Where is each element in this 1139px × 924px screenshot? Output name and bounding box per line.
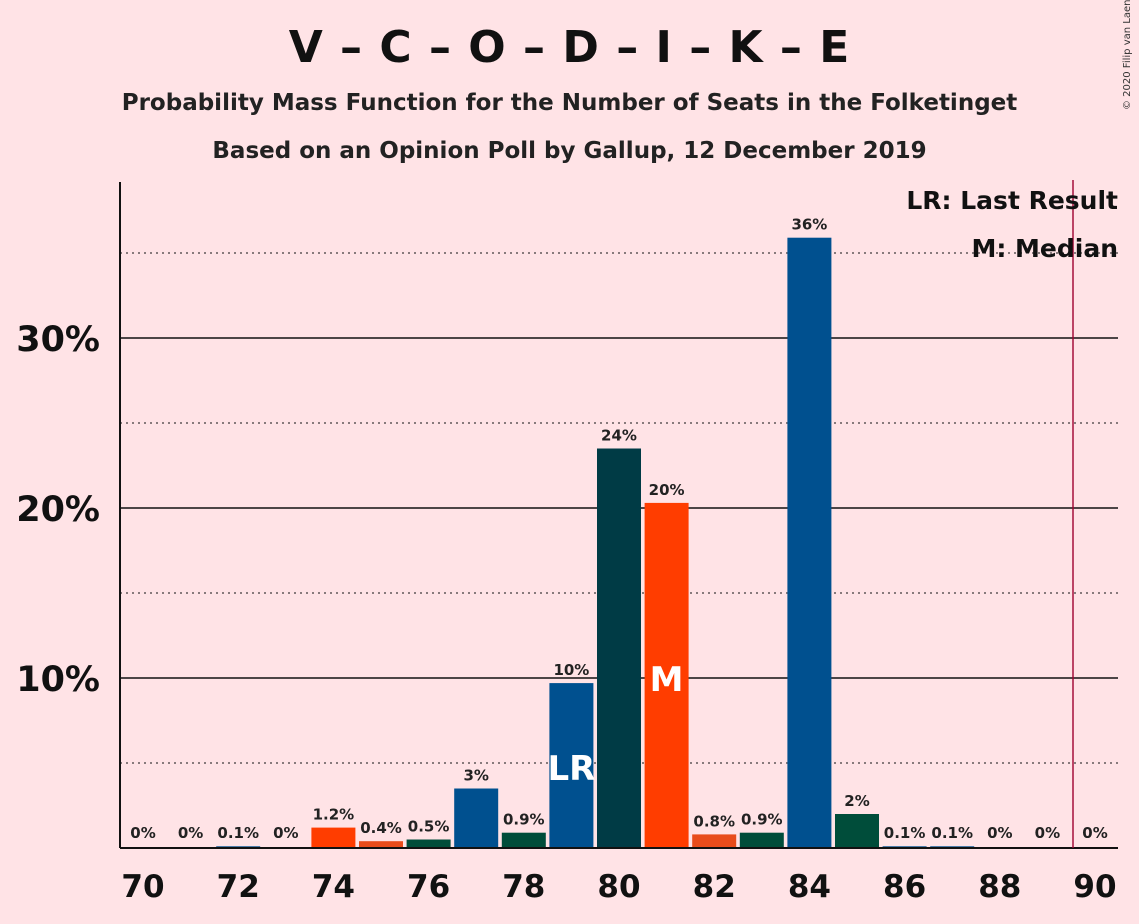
data-label: 1.2% (313, 806, 355, 824)
x-tick-label: 72 (217, 869, 260, 905)
y-tick-label: 20% (16, 490, 100, 530)
legend-last-result: LR: Last Result (906, 186, 1118, 215)
y-tick-label: 30% (16, 320, 100, 360)
x-tick-label: 78 (502, 869, 545, 905)
data-label: 0% (987, 824, 1012, 842)
data-label: 0.8% (693, 812, 735, 830)
bar-seat-81 (644, 502, 689, 848)
x-tick-label: 70 (121, 869, 164, 905)
data-label: 10% (553, 661, 589, 679)
bar-seat-85 (835, 814, 879, 848)
bar-seat-78 (501, 832, 546, 848)
bar-seat-74 (311, 827, 356, 848)
x-tick-label: 90 (1073, 869, 1116, 905)
bar-seat-77 (454, 788, 499, 848)
y-tick-label: 10% (16, 660, 100, 700)
data-label: 20% (649, 481, 685, 499)
axes-group: 10% 20% 30% 70 72 74 76 78 80 82 84 86 88 90 (16, 180, 1118, 905)
data-label: 0% (1035, 824, 1060, 842)
chart-title: V – C – O – D – I – K – E (288, 22, 851, 73)
x-tick-label: 88 (978, 869, 1021, 905)
data-label: 0.1% (931, 824, 973, 842)
chart-subtitle: Probability Mass Function for the Number… (121, 90, 1018, 116)
data-label: 0.9% (741, 811, 783, 829)
data-label: 0% (178, 824, 203, 842)
bar-seat-84 (787, 237, 832, 848)
data-label: 0.5% (408, 818, 450, 836)
x-tick-label: 82 (693, 869, 736, 905)
data-label: 3% (463, 767, 488, 785)
data-label: 24% (601, 427, 637, 445)
x-tick-label: 84 (788, 869, 831, 905)
bar-seat-75 (359, 841, 403, 848)
bar-seat-79 (549, 683, 594, 848)
data-label: 0.4% (360, 819, 402, 837)
chart-subtitle-2: Based on an Opinion Poll by Gallup, 12 D… (212, 138, 927, 164)
data-label: 0.1% (884, 824, 926, 842)
median-marker: M (650, 660, 684, 700)
bar-seat-82 (692, 834, 737, 848)
data-label: 0.1% (217, 824, 259, 842)
data-label: 0% (273, 824, 298, 842)
bars-group: 0% 0% 0.1% 0% 1.2% 0.4% 0.5% 3% 0.9% 10% LR 24% 20% M… (130, 216, 1108, 848)
data-label: 0.9% (503, 811, 545, 829)
bar-seat-83 (739, 832, 784, 848)
x-tick-label: 86 (883, 869, 926, 905)
last-result-marker: LR (547, 749, 595, 789)
data-label: 2% (844, 792, 869, 810)
x-tick-label: 76 (407, 869, 450, 905)
data-label: 0% (1082, 824, 1107, 842)
data-label: 0% (130, 824, 155, 842)
data-label: 36% (791, 216, 827, 234)
bar-seat-80 (597, 448, 641, 848)
x-tick-label: 80 (597, 869, 640, 905)
bar-seat-76 (406, 839, 451, 848)
x-tick-label: 74 (312, 869, 355, 905)
legend-median: M: Median (971, 234, 1118, 263)
